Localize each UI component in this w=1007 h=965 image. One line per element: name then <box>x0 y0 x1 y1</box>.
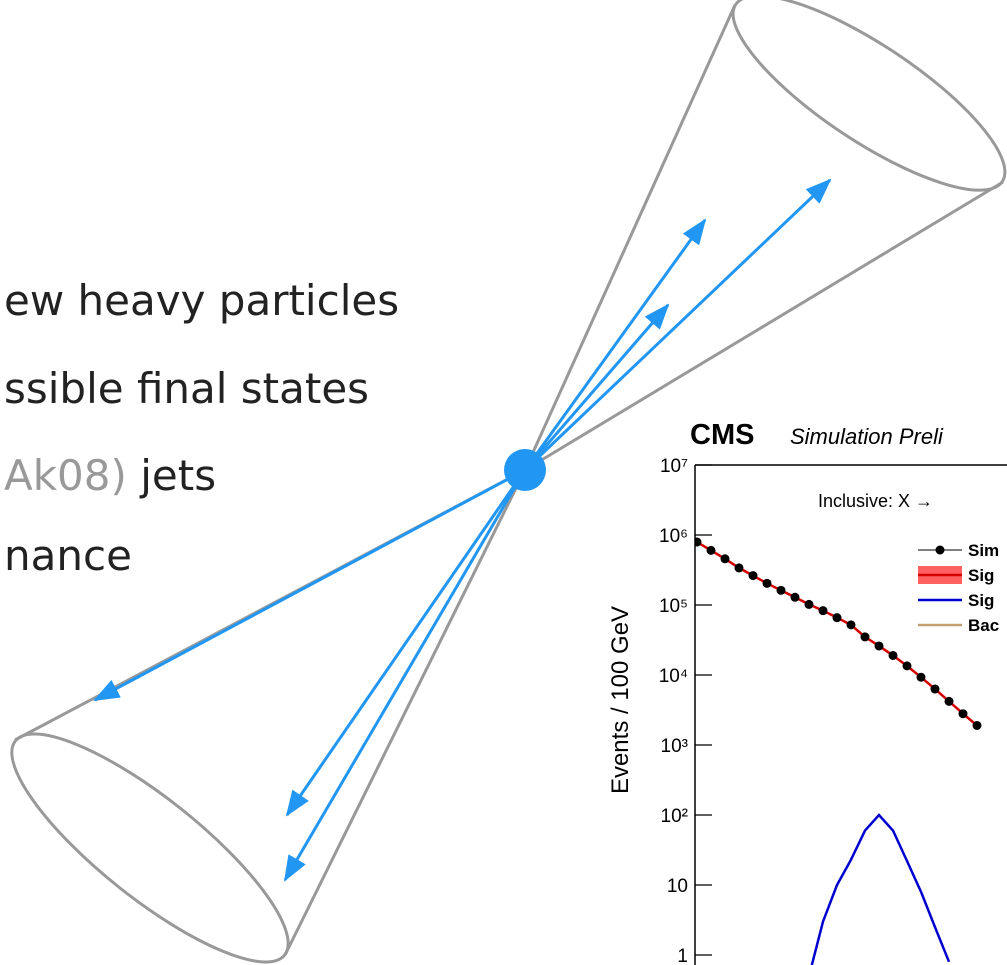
series-line <box>810 813 951 965</box>
data-point <box>916 672 926 682</box>
data-point <box>860 632 870 642</box>
data-point <box>846 620 856 630</box>
cone-end <box>731 0 1007 192</box>
annotation: Inclusive: X → <box>818 491 933 511</box>
plot-area <box>695 537 982 965</box>
data-point <box>762 578 772 588</box>
y-tick-label: 1 <box>677 946 688 965</box>
data-point <box>944 696 954 706</box>
arrow <box>285 469 527 817</box>
data-point <box>972 720 982 730</box>
data-point <box>706 545 716 555</box>
arrow <box>93 468 526 702</box>
bullet: ssible final states <box>4 364 369 413</box>
chart-title: CMS <box>690 419 754 451</box>
y-tick-label: 10 <box>667 876 688 897</box>
y-tick-label: 10⁵ <box>659 596 688 617</box>
data-point <box>804 599 814 609</box>
data-point <box>776 585 786 595</box>
cone-edge <box>283 469 527 956</box>
vertex <box>504 449 546 491</box>
y-tick-label: 10³ <box>661 736 688 757</box>
data-point <box>748 571 758 581</box>
data-point <box>734 563 744 573</box>
bullet-part: Ak08) <box>4 451 127 500</box>
data-point <box>695 537 702 547</box>
plot: CMS Simulation Preli Inclusive: X → Even… <box>607 419 1007 965</box>
data-point <box>832 613 842 623</box>
data-point <box>818 606 828 616</box>
cone-edge <box>524 180 1004 472</box>
arrow <box>283 469 527 882</box>
legend-label: Bac <box>968 616 999 635</box>
legend-label: Sim <box>968 541 999 560</box>
y-tick-label: 10⁶ <box>659 526 688 547</box>
legend-label: Sig <box>968 591 994 610</box>
chart-subtitle: Simulation Preli <box>790 424 944 449</box>
data-point <box>902 661 912 671</box>
data-point <box>958 709 968 719</box>
bullets: ew heavy particles ssible final states A… <box>4 276 399 580</box>
data-point <box>930 684 940 694</box>
bullet-part: jets <box>139 451 216 500</box>
y-tick-label: 10² <box>661 806 688 827</box>
bullet: Ak08) jets <box>4 451 216 500</box>
legend-swatch <box>935 545 945 555</box>
y-tick-label: 10⁴ <box>659 666 688 687</box>
y-axis-label: Events / 100 GeV <box>607 606 634 794</box>
data-point <box>888 650 898 660</box>
arrow <box>523 303 670 471</box>
cone-end <box>10 732 290 964</box>
legend-label: Sig <box>968 566 994 585</box>
y-tick-label: 10⁷ <box>660 456 688 477</box>
data-point <box>790 592 800 602</box>
arrow <box>523 178 832 472</box>
bullet: ew heavy particles <box>4 276 399 325</box>
arrow <box>523 218 707 471</box>
bullet: nance <box>4 531 132 580</box>
cone-edge <box>523 4 737 471</box>
data-point <box>874 641 884 651</box>
data-point <box>720 554 730 564</box>
